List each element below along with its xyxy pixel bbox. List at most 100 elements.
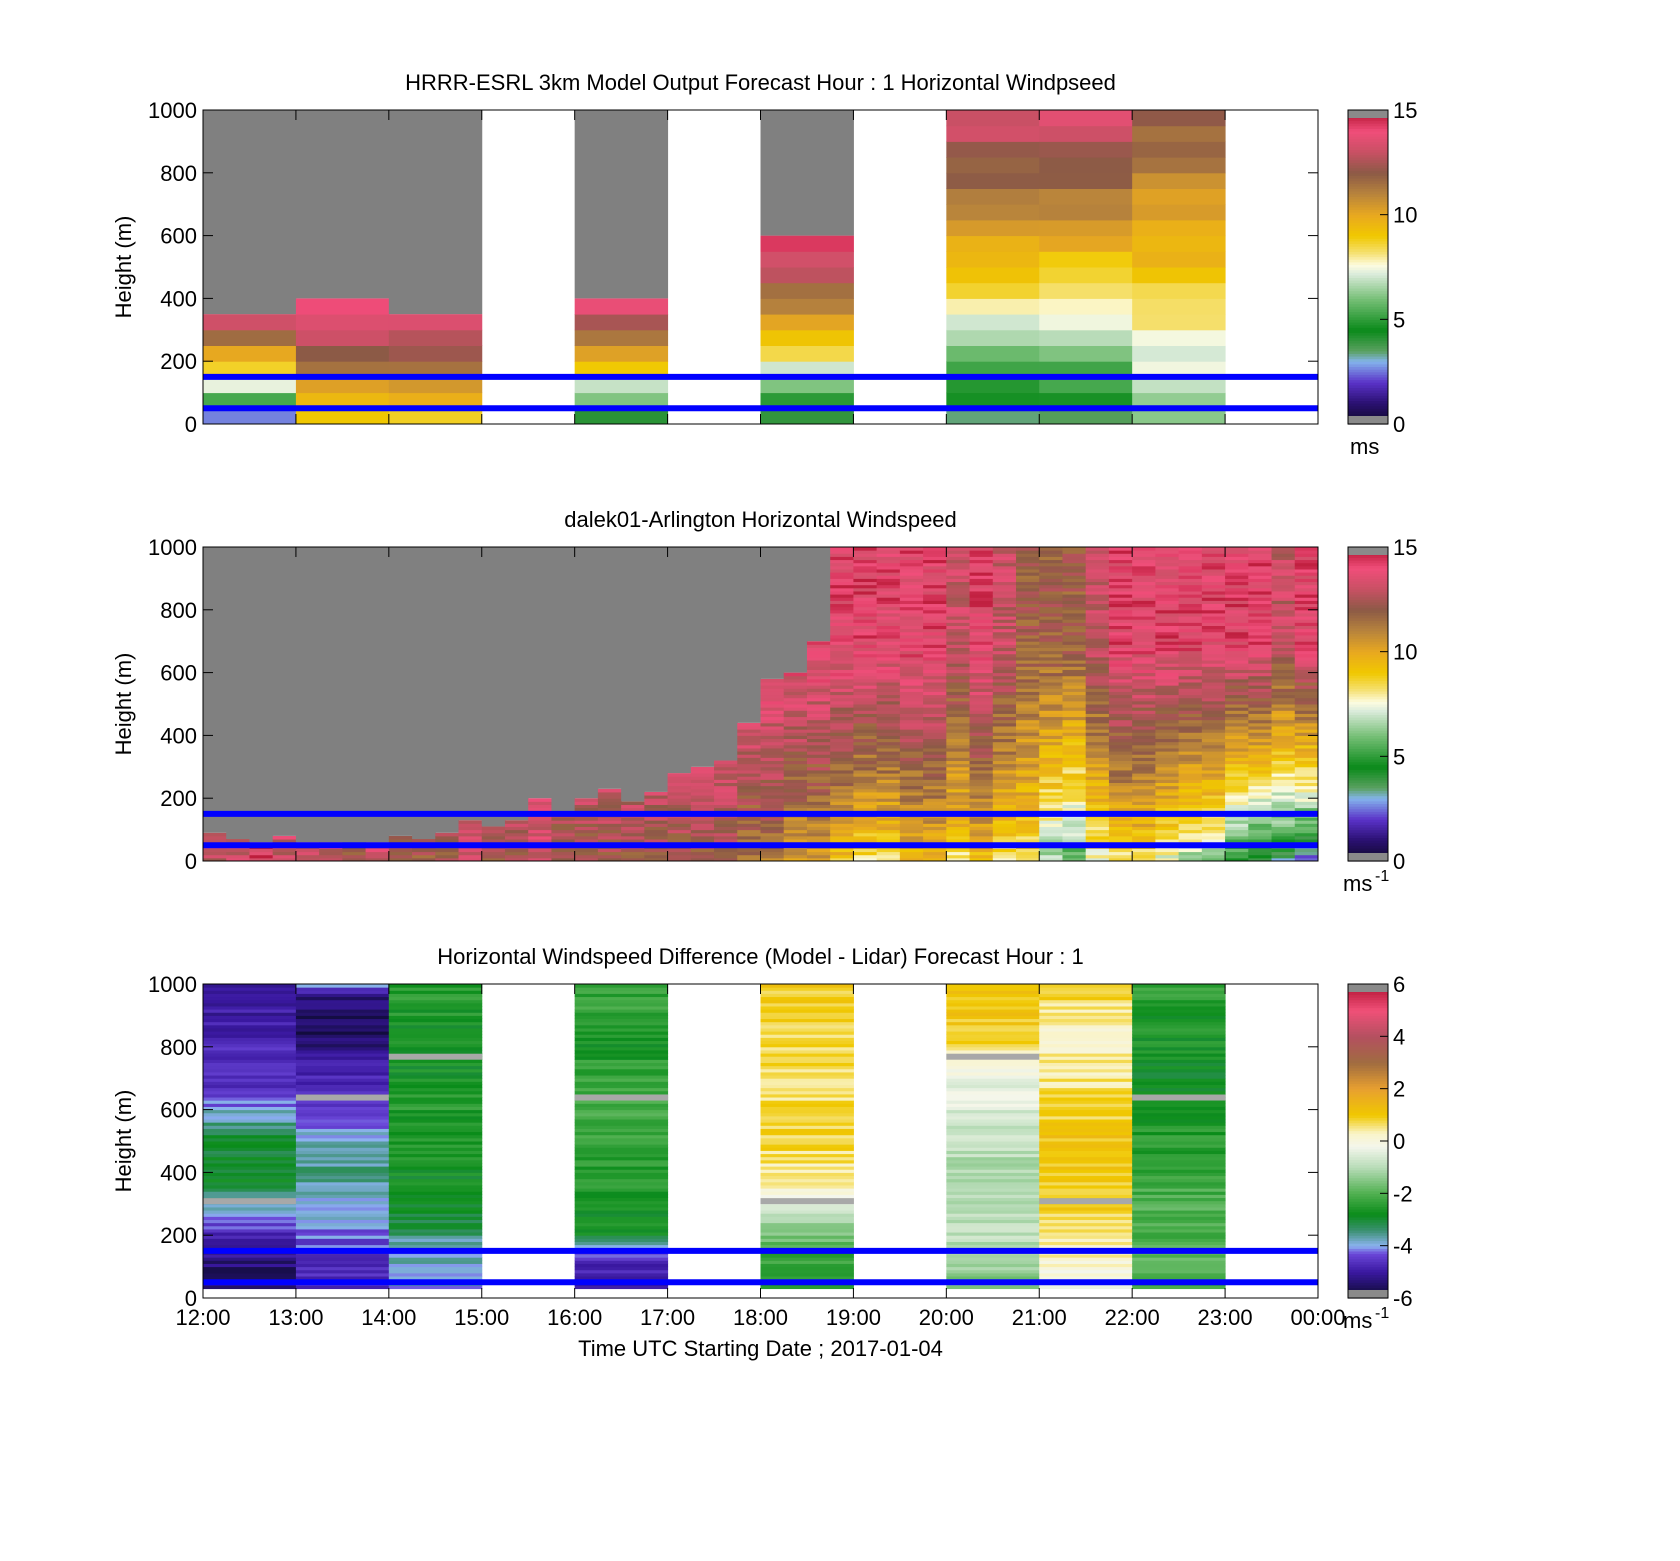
- heatmap-cell: [1039, 600, 1063, 605]
- heatmap-cell: [1248, 663, 1273, 667]
- heatmap-cell: [1178, 820, 1203, 824]
- heatmap-cell: [1248, 590, 1273, 595]
- heatmap-cell: [203, 1232, 297, 1236]
- heatmap-cell: [1201, 851, 1226, 856]
- heatmap-cell: [760, 785, 785, 790]
- heatmap-cell: [876, 738, 901, 743]
- heatmap-cell: [1294, 839, 1319, 843]
- missing-region: [737, 547, 761, 723]
- heatmap-cell: [690, 798, 715, 802]
- heatmap-cell: [1085, 725, 1110, 730]
- heatmap-cell: [923, 590, 947, 595]
- missing-region: [388, 110, 483, 315]
- heatmap-cell: [923, 791, 947, 796]
- heatmap-cell: [783, 722, 808, 727]
- heatmap-cell: [1085, 625, 1110, 630]
- heatmap-cell: [853, 597, 878, 601]
- heatmap-cell: [899, 644, 924, 648]
- heatmap-cell: [1225, 678, 1249, 683]
- heatmap-cell: [1225, 707, 1249, 711]
- colorbar-segment: [1348, 295, 1388, 299]
- heatmap-cell: [1039, 760, 1063, 765]
- y-tick-label: 800: [160, 1035, 197, 1060]
- heatmap-cell: [295, 1206, 390, 1211]
- colorbar-segment: [1348, 562, 1388, 566]
- heatmap-cell: [388, 1065, 483, 1070]
- heatmap-cell: [830, 638, 854, 642]
- heatmap-cell: [1248, 848, 1273, 853]
- heatmap-cell: [1039, 807, 1063, 812]
- heatmap-cell: [1225, 848, 1249, 853]
- heatmap-cell: [295, 1090, 390, 1095]
- heatmap-cell: [1132, 1269, 1226, 1274]
- heatmap-cell: [1155, 612, 1180, 617]
- colorbar-segment: [1348, 633, 1388, 637]
- heatmap-cell: [714, 857, 738, 862]
- heatmap-cell: [388, 1062, 483, 1067]
- heatmap-cell: [1016, 817, 1040, 821]
- heatmap-cell: [1085, 559, 1110, 564]
- heatmap-cell: [1178, 612, 1203, 617]
- heatmap-cell: [295, 1122, 390, 1126]
- heatmap-cell: [574, 1225, 669, 1230]
- heatmap-cell: [295, 1156, 390, 1161]
- heatmap-cell: [760, 282, 854, 299]
- heatmap-cell: [853, 688, 878, 692]
- heatmap-cell: [1132, 1015, 1226, 1020]
- heatmap-cell: [1201, 719, 1226, 724]
- heatmap-cell: [481, 832, 506, 837]
- heatmap-cell: [1039, 590, 1063, 595]
- colorbar-segment: [1348, 183, 1388, 187]
- y-axis-label: Height (m): [111, 653, 136, 756]
- heatmap-cell: [946, 807, 971, 812]
- heatmap-cell: [1062, 807, 1087, 812]
- heatmap-cell: [203, 392, 297, 409]
- heatmap-cell: [760, 716, 785, 721]
- heatmap-cell: [1155, 848, 1180, 853]
- heatmap-cell: [946, 993, 1040, 998]
- heatmap-cell: [295, 1056, 390, 1060]
- heatmap-cell: [1178, 704, 1203, 708]
- colorbar-segment: [1348, 1250, 1388, 1255]
- heatmap-cell: [1016, 669, 1040, 674]
- colorbar-segment: [1348, 680, 1388, 684]
- heatmap-cell: [1132, 1018, 1226, 1023]
- heatmap-cell: [1039, 801, 1063, 805]
- heatmap-cell: [388, 1147, 483, 1151]
- heatmap-cell: [923, 744, 947, 749]
- heatmap-cell: [1178, 562, 1203, 567]
- heatmap-cell: [504, 829, 529, 834]
- heatmap-cell: [1225, 835, 1249, 840]
- heatmap-cell: [412, 848, 436, 853]
- heatmap-cell: [295, 1166, 390, 1170]
- heatmap-cell: [295, 376, 390, 394]
- heatmap-cell: [1155, 609, 1180, 614]
- heatmap-cell: [1132, 751, 1156, 755]
- heatmap-cell: [1248, 616, 1273, 620]
- heatmap-cell: [1039, 691, 1063, 696]
- heatmap-cell: [574, 1100, 669, 1104]
- heatmap-cell: [923, 738, 947, 743]
- heatmap-cell: [992, 575, 1017, 579]
- heatmap-cell: [946, 1241, 1040, 1246]
- heatmap-cell: [946, 1254, 1040, 1258]
- heatmap-cell: [667, 807, 692, 812]
- heatmap-cell: [1132, 1021, 1226, 1026]
- heatmap-cell: [203, 408, 297, 425]
- heatmap-cell: [1085, 550, 1110, 554]
- heatmap-cell: [551, 817, 576, 821]
- heatmap-cell: [1178, 829, 1203, 834]
- heatmap-cell: [830, 650, 854, 655]
- heatmap-cell: [899, 660, 924, 664]
- heatmap-cell: [760, 1232, 854, 1236]
- colorbar-segment: [1348, 1224, 1388, 1228]
- heatmap-cell: [1132, 575, 1156, 579]
- heatmap-cell: [946, 553, 971, 557]
- heatmap-cell: [946, 1235, 1040, 1239]
- heatmap-cell: [1016, 647, 1040, 652]
- heatmap-cell: [667, 804, 692, 809]
- heatmap-cell: [1039, 376, 1133, 394]
- heatmap-cell: [1039, 204, 1133, 221]
- heatmap-cell: [1225, 729, 1249, 733]
- colorbar-segment: [1348, 136, 1388, 140]
